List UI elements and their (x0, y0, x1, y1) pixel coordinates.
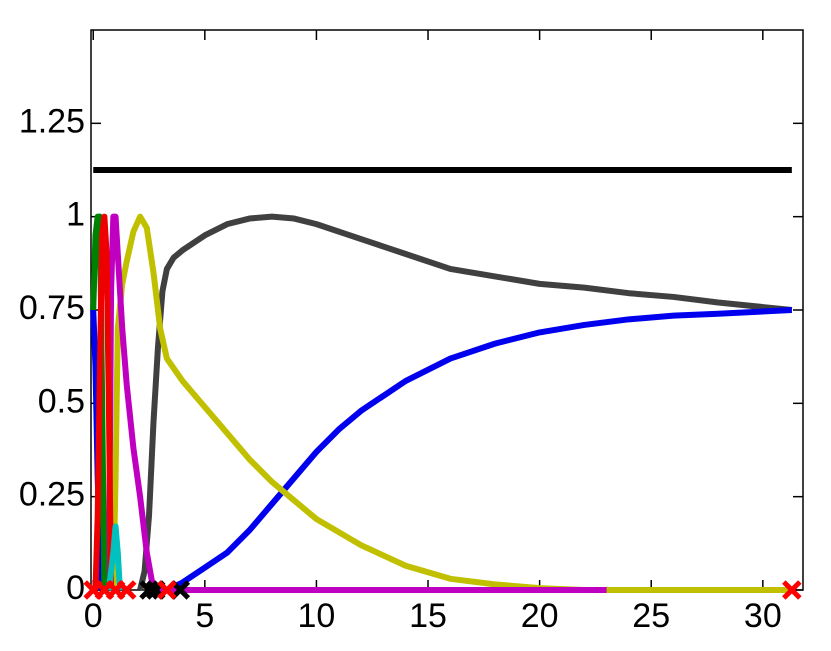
x-tick-label: 20 (521, 597, 559, 635)
y-tick-label: 0 (66, 569, 85, 607)
series-line (105, 523, 124, 591)
x-marker (116, 580, 137, 600)
y-tick-label: 1.25 (19, 102, 85, 140)
x-tick-label: 0 (84, 597, 103, 635)
y-tick-label: 0.75 (19, 289, 85, 327)
plot-frame (90, 29, 804, 591)
y-tick-label: 1 (66, 196, 85, 234)
x-marker (157, 580, 177, 600)
x-tick-label: 15 (409, 597, 447, 635)
x-marker (782, 580, 802, 600)
series-line (137, 213, 793, 591)
x-marker (139, 580, 159, 600)
x-tick-label: 5 (195, 597, 214, 635)
x-tick-label: 25 (632, 597, 670, 635)
series-line (92, 213, 115, 591)
y-tick-label: 0.5 (38, 382, 85, 420)
y-tick-label: 0.25 (19, 476, 85, 514)
series-line (105, 213, 607, 593)
series-line (90, 213, 108, 591)
series-line (110, 213, 792, 593)
series-line (90, 307, 792, 593)
x-tick-label: 30 (744, 597, 782, 635)
x-tick-label: 10 (298, 597, 336, 635)
